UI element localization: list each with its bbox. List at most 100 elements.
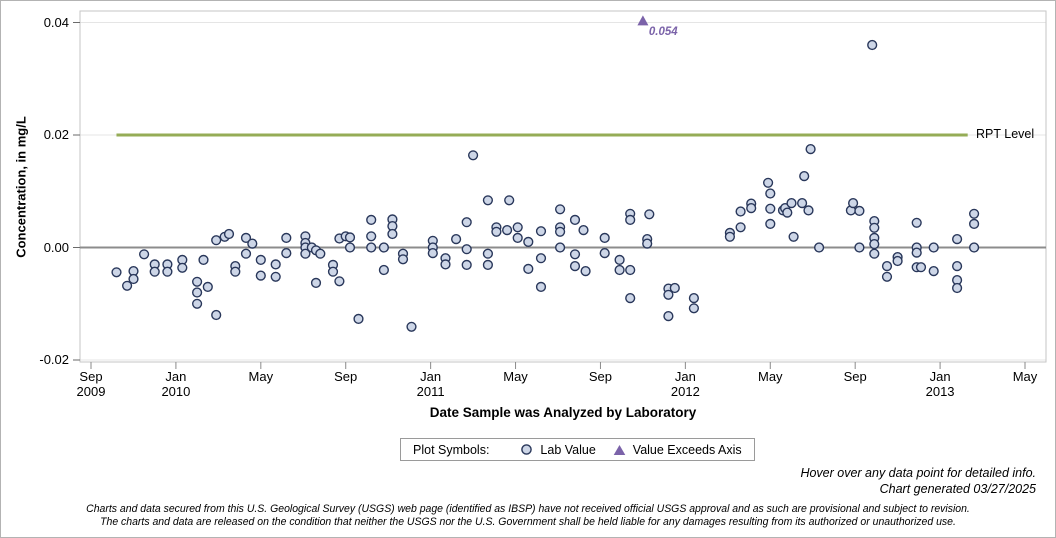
lab-value-point[interactable]: 0 mg/L — [344, 242, 356, 253]
lab-value-point[interactable]: 0.0028 mg/L — [491, 226, 502, 237]
lab-value-point[interactable]: 0 mg/L — [854, 242, 865, 253]
lab-value-point[interactable]: 0.0007 mg/L — [642, 238, 653, 249]
lab-value-point[interactable]: -0.004 mg/L — [614, 264, 625, 276]
exceed-axis-marker[interactable]: 0.054 mg/L — [637, 15, 649, 26]
lab-value-point[interactable]: -0.0043 mg/L — [327, 266, 339, 277]
lab-value-point[interactable]: -0.0011 mg/L — [240, 248, 252, 259]
lab-value-point[interactable]: 0.0017 mg/L — [512, 232, 523, 244]
lab-value-point[interactable]: -0.0011 mg/L — [482, 248, 494, 259]
lab-value-point[interactable]: 0.0084 mg/L — [504, 195, 515, 206]
lab-value-point[interactable]: 0.0015 mg/L — [451, 234, 462, 245]
lab-value-point[interactable]: 0.0019 mg/L — [724, 231, 736, 242]
lab-value-point[interactable]: -0.0052 mg/L — [270, 271, 281, 282]
lab-value-point[interactable]: 0.0084 mg/L — [482, 195, 494, 206]
lab-value-point[interactable]: 0.0036 mg/L — [512, 222, 523, 233]
lab-value-point[interactable]: 0.0036 mg/L — [735, 222, 746, 233]
lab-value-point[interactable]: 0.0035 mg/L — [869, 222, 880, 233]
lab-value-point[interactable]: -0.0072 mg/L — [669, 282, 680, 294]
lab-value-point[interactable]: -0.0056 mg/L — [128, 273, 139, 285]
lab-value-point[interactable]: 0.0018 mg/L — [344, 232, 356, 243]
lab-value-point[interactable]: -0.0063 mg/L — [310, 277, 322, 289]
lab-value-point[interactable]: 0.0044 mg/L — [911, 217, 922, 228]
lab-value-point[interactable]: 0.0013 mg/L — [211, 235, 222, 246]
lab-value-point[interactable]: -0.001 mg/L — [427, 248, 438, 259]
lab-value-point[interactable]: 0.036 mg/L — [867, 39, 878, 51]
lab-value-point[interactable]: -0.007 mg/L — [535, 281, 547, 293]
lab-value-point[interactable]: -0.0084 mg/L — [663, 289, 674, 300]
lab-value-point[interactable]: 0.0065 mg/L — [854, 205, 865, 217]
lab-value-point[interactable]: -0.0042 mg/L — [580, 266, 591, 277]
lab-value-point[interactable]: -0.0061 mg/L — [192, 276, 203, 287]
lab-value-point[interactable]: -0.003 mg/L — [440, 259, 451, 270]
lab-value-point[interactable]: 0.0049 mg/L — [569, 214, 581, 226]
lab-value-point[interactable]: 0 mg/L — [366, 242, 377, 253]
lab-value-point[interactable]: -0.0036 mg/L — [177, 262, 188, 273]
lab-value-point[interactable]: 0.0164 mg/L — [468, 150, 479, 161]
lab-value-point[interactable]: 0.0079 mg/L — [847, 198, 859, 209]
lab-value-point[interactable]: 0.0068 mg/L — [554, 204, 566, 215]
lab-value-point[interactable]: -0.0043 mg/L — [149, 266, 160, 277]
lab-value-point[interactable]: -0.0022 mg/L — [255, 254, 266, 266]
lab-value-point[interactable]: 0.0017 mg/L — [599, 232, 610, 244]
lab-value-point[interactable]: 0 mg/L — [968, 242, 980, 253]
lab-value-point[interactable]: 0.0029 mg/L — [535, 226, 547, 237]
lab-value-point[interactable]: 0.0127 mg/L — [799, 171, 810, 182]
lab-value-point[interactable]: 0.0031 mg/L — [502, 225, 513, 236]
lab-value-point[interactable]: 0.007 mg/L — [746, 203, 757, 214]
lab-value-point[interactable]: 0.0079 mg/L — [796, 198, 808, 209]
lab-value-point[interactable]: 0 mg/L — [813, 242, 825, 253]
lab-value-point[interactable]: 0.001 mg/L — [523, 236, 534, 248]
lab-value-point[interactable]: -0.0052 mg/L — [881, 271, 893, 282]
lab-value-point[interactable]: -0.0009 mg/L — [911, 247, 922, 258]
lab-value-point[interactable]: 0.0042 mg/L — [765, 218, 776, 230]
lab-value-point[interactable]: 0.0059 mg/L — [644, 209, 655, 220]
lab-value-point[interactable]: -0.0024 mg/L — [892, 255, 903, 267]
lab-value-point[interactable]: 0 mg/L — [928, 242, 939, 253]
lab-value-point[interactable]: -0.003 mg/L — [270, 259, 281, 270]
lab-value-point[interactable]: -0.0012 mg/L — [569, 249, 581, 260]
lab-value-point[interactable]: 0.0031 mg/L — [578, 225, 589, 236]
lab-value-point[interactable]: -0.0022 mg/L — [198, 254, 209, 266]
lab-value-point[interactable]: 0.0062 mg/L — [782, 207, 793, 218]
lab-value-point[interactable]: -0.004 mg/L — [378, 264, 390, 276]
lab-value-point[interactable]: -0.0011 mg/L — [869, 248, 880, 259]
lab-value-point[interactable]: 0.0045 mg/L — [461, 217, 472, 228]
lab-value-point[interactable]: 0.0028 mg/L — [554, 226, 566, 237]
lab-value-point[interactable]: -0.0033 mg/L — [951, 261, 963, 272]
lab-value-point[interactable]: 0.0007 mg/L — [247, 238, 258, 249]
lab-value-point[interactable]: 0.0066 mg/L — [803, 205, 814, 216]
lab-value-point[interactable]: 0.0015 mg/L — [951, 234, 963, 245]
lab-value-point[interactable]: -0.0043 mg/L — [230, 266, 241, 277]
lab-value-point[interactable]: -0.012 mg/L — [211, 309, 222, 321]
lab-value-point[interactable]: -0.0127 mg/L — [353, 313, 364, 325]
lab-value-point[interactable]: -0.006 mg/L — [334, 276, 345, 287]
lab-value-point[interactable]: -0.005 mg/L — [255, 270, 266, 281]
lab-value-point[interactable]: -0.0019 mg/L — [535, 253, 547, 264]
lab-value-point[interactable]: -0.0038 mg/L — [523, 263, 534, 275]
lab-value-point[interactable]: 0.0115 mg/L — [762, 177, 774, 188]
lab-value-point[interactable]: -0.0031 mg/L — [461, 259, 472, 271]
lab-value-point[interactable]: 0.0006 mg/L — [869, 239, 880, 250]
lab-value-point[interactable]: -0.0068 mg/L — [121, 280, 133, 291]
lab-value-point[interactable]: -0.001 mg/L — [599, 248, 610, 259]
lab-value-point[interactable]: 0.0069 mg/L — [765, 203, 776, 214]
lab-value-point[interactable]: 0.0096 mg/L — [765, 188, 776, 199]
lab-value-point[interactable]: -0.0072 mg/L — [951, 282, 963, 294]
lab-value-point[interactable]: -0.009 mg/L — [688, 293, 700, 304]
lab-value-point[interactable]: 0.0017 mg/L — [240, 232, 252, 244]
lab-value-point[interactable]: -0.01 mg/L — [192, 298, 203, 309]
lab-value-point[interactable]: 0.0019 mg/L — [788, 231, 799, 242]
lab-value-point[interactable]: 0.0024 mg/L — [387, 228, 398, 240]
lab-value-point[interactable]: -0.0141 mg/L — [406, 321, 417, 332]
lab-value-point[interactable]: -0.0021 mg/L — [397, 254, 409, 265]
lab-value-point[interactable]: 0.0049 mg/L — [625, 214, 636, 226]
lab-value-point[interactable]: 0.002 mg/L — [366, 231, 377, 242]
lab-value-point[interactable]: 0.0175 mg/L — [805, 144, 816, 155]
lab-value-point[interactable]: 0 mg/L — [378, 242, 390, 253]
lab-value-point[interactable]: -0.004 mg/L — [625, 264, 636, 276]
lab-value-point[interactable]: 0 mg/L — [554, 242, 566, 253]
lab-value-point[interactable]: -0.0033 mg/L — [881, 261, 893, 272]
lab-value-point[interactable]: 0.0079 mg/L — [786, 198, 797, 209]
lab-value-point[interactable]: 0.0024 mg/L — [223, 228, 235, 240]
lab-value-point[interactable]: -0.0022 mg/L — [614, 254, 625, 266]
